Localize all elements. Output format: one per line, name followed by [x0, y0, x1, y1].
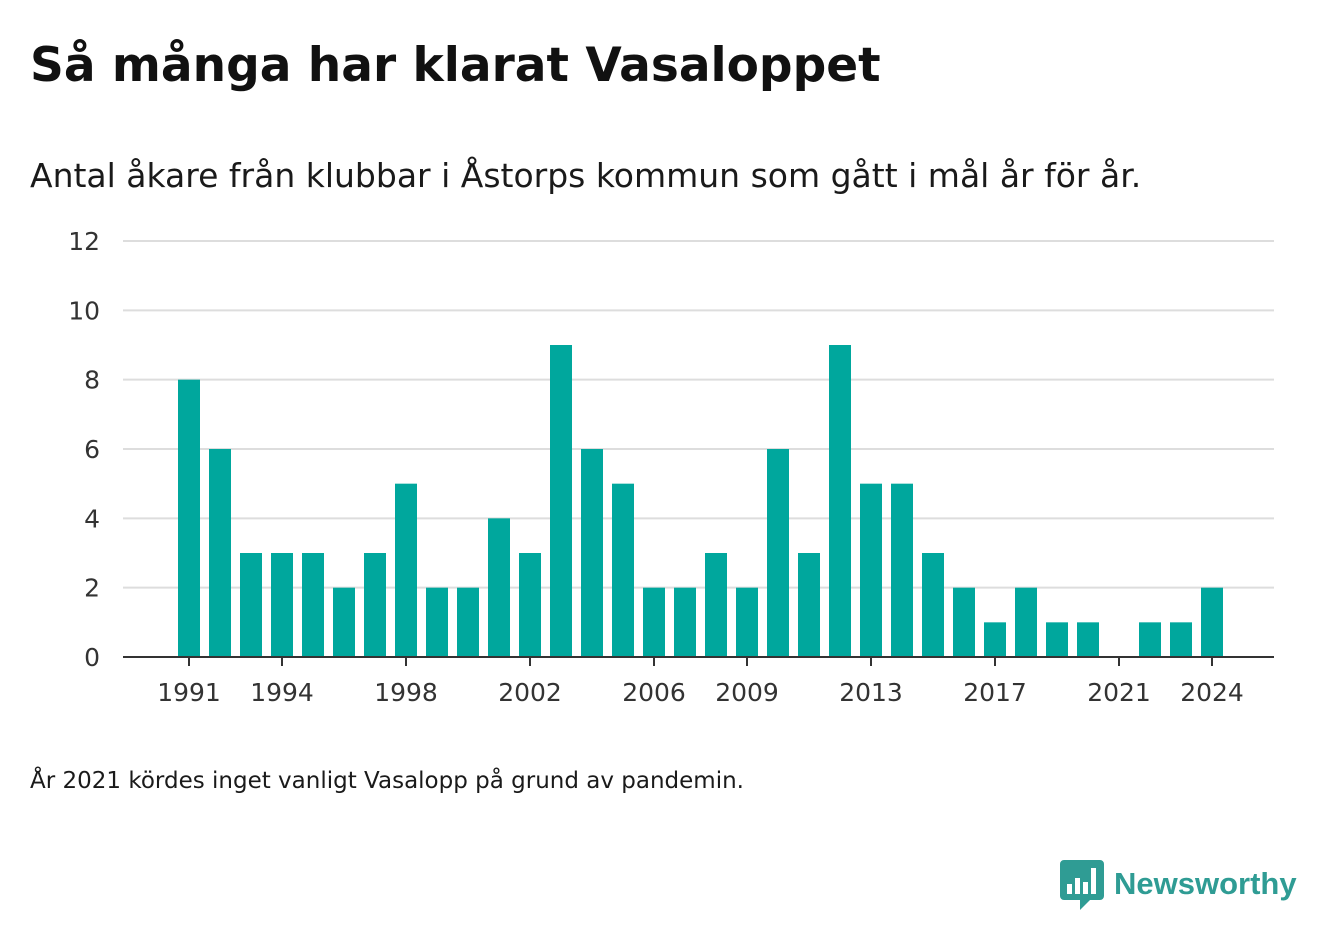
bar — [736, 587, 758, 657]
newsworthy-logo-icon — [1060, 860, 1104, 910]
x-tick-label: 2021 — [1087, 678, 1151, 707]
x-tick-label: 2009 — [715, 678, 779, 707]
x-tick-label: 1991 — [157, 678, 221, 707]
bar — [1139, 622, 1161, 657]
bar — [550, 345, 572, 657]
bar — [581, 449, 603, 657]
bar — [426, 587, 448, 657]
x-tick-label: 2002 — [498, 678, 562, 707]
chart-subtitle: Antal åkare från klubbar i Åstorps kommu… — [30, 156, 1142, 195]
bar — [674, 587, 696, 657]
x-tick-label: 2006 — [622, 678, 686, 707]
y-tick-label: 8 — [84, 366, 100, 395]
bar — [457, 587, 479, 657]
bar — [209, 449, 231, 657]
bar — [1201, 587, 1223, 657]
bar-chart: 0 2 4 6 8 10 12 1991 1994 1998 2002 2006 2009 2013 20… — [68, 227, 1274, 707]
bar — [333, 587, 355, 657]
bar — [1015, 587, 1037, 657]
bar — [240, 553, 262, 657]
bar — [798, 553, 820, 657]
bar — [488, 518, 510, 657]
bar — [1046, 622, 1068, 657]
grid-lines — [123, 240, 1274, 589]
bar — [1170, 622, 1192, 657]
bar — [984, 622, 1006, 657]
bar — [364, 553, 386, 657]
bar — [705, 553, 727, 657]
bar — [395, 483, 417, 657]
x-tick-label: 2013 — [839, 678, 903, 707]
bar — [302, 553, 324, 657]
y-tick-label: 12 — [68, 227, 100, 256]
footnote: År 2021 kördes inget vanligt Vasalopp på… — [30, 768, 744, 794]
y-tick-label: 2 — [84, 574, 100, 603]
bar — [891, 483, 913, 657]
x-axis-ticks: 1991 1994 1998 2002 2006 2009 2013 2017 2021 2024 — [157, 657, 1244, 707]
x-tick-label: 1994 — [250, 678, 314, 707]
y-tick-label: 0 — [84, 643, 100, 672]
bar — [829, 345, 851, 657]
bar — [767, 449, 789, 657]
bar — [643, 587, 665, 657]
y-tick-label: 4 — [84, 504, 100, 533]
bar — [271, 553, 293, 657]
y-tick-label: 6 — [84, 435, 100, 464]
bar — [860, 483, 882, 657]
x-tick-label: 2024 — [1180, 678, 1244, 707]
bar — [519, 553, 541, 657]
bar — [922, 553, 944, 657]
y-tick-label: 10 — [68, 296, 100, 325]
bar — [178, 379, 200, 657]
x-tick-label: 1998 — [374, 678, 438, 707]
page-title: Så många har klarat Vasaloppet — [30, 38, 881, 93]
brand-logo: Newsworthy — [1060, 858, 1297, 910]
y-axis-ticks: 0 2 4 6 8 10 12 — [68, 227, 100, 672]
x-tick-label: 2017 — [963, 678, 1027, 707]
bar — [1077, 622, 1099, 657]
bar — [953, 587, 975, 657]
bar — [612, 483, 634, 657]
bars — [178, 345, 1223, 657]
brand-name: Newsworthy — [1114, 866, 1297, 901]
